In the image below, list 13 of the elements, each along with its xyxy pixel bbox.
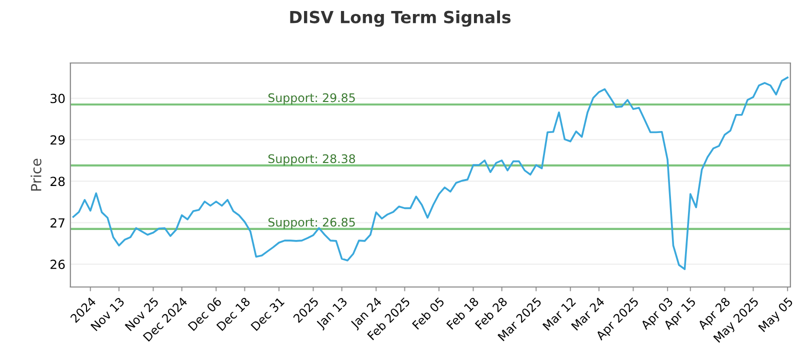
- y-tick-label: 29: [50, 135, 65, 145]
- x-tick-label: Dec 31: [250, 296, 285, 332]
- chart-title: DISV Long Term Signals: [290, 10, 511, 27]
- ref-line-label: Support: 26.85: [268, 218, 355, 229]
- y-axis-title: Price: [30, 158, 42, 191]
- y-tick-label: 30: [50, 94, 65, 104]
- ref-line-label: Support: 28.38: [268, 154, 356, 166]
- y-tick-label: 27: [50, 218, 64, 228]
- line-series: [72, 76, 788, 270]
- x-tick-label: Feb 05: [412, 296, 445, 330]
- y-tick-label: 28: [50, 176, 65, 186]
- y-tick-label: 26: [50, 260, 65, 270]
- ref-line-label: Support: 29.85: [268, 93, 355, 104]
